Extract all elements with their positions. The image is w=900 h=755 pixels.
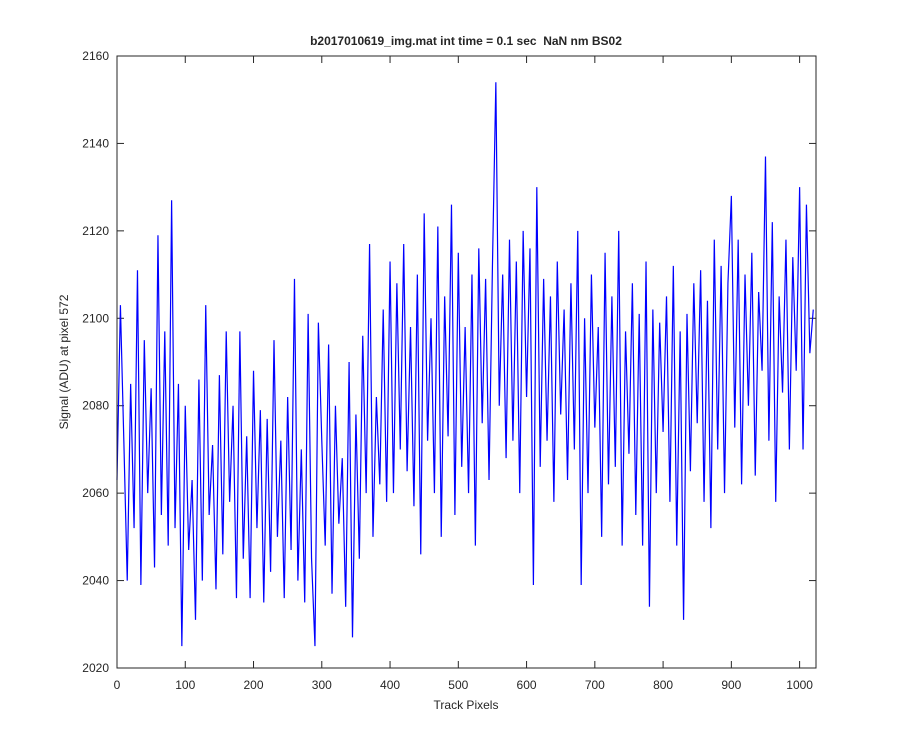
- x-tick-label: 800: [653, 678, 673, 692]
- chart-title: b2017010619_img.mat int time = 0.1 sec N…: [310, 34, 622, 48]
- x-tick-label: 200: [244, 678, 264, 692]
- y-tick-label: 2100: [82, 311, 109, 325]
- data-line: [116, 82, 814, 647]
- y-axis-label: Signal (ADU) at pixel 572: [57, 294, 71, 429]
- x-tick-label: 400: [380, 678, 400, 692]
- y-tick-label: 2160: [82, 49, 109, 63]
- x-axis-label: Track Pixels: [434, 698, 499, 712]
- y-tick-label: 2060: [82, 486, 109, 500]
- plot-frame: [116, 55, 817, 669]
- x-tick-label: 100: [175, 678, 195, 692]
- y-tick-label: 2120: [82, 224, 109, 238]
- x-tick-label: 600: [517, 678, 537, 692]
- x-tick-label: 300: [312, 678, 332, 692]
- x-tick-label: 1000: [786, 678, 813, 692]
- y-tick-label: 2020: [82, 661, 109, 675]
- y-tick-label: 2140: [82, 136, 109, 150]
- y-tick-label: 2040: [82, 574, 109, 588]
- x-tick-label: 0: [114, 678, 121, 692]
- y-tick-label: 2080: [82, 399, 109, 413]
- x-tick-label: 700: [585, 678, 605, 692]
- x-tick-label: 500: [448, 678, 468, 692]
- x-tick-label: 900: [721, 678, 741, 692]
